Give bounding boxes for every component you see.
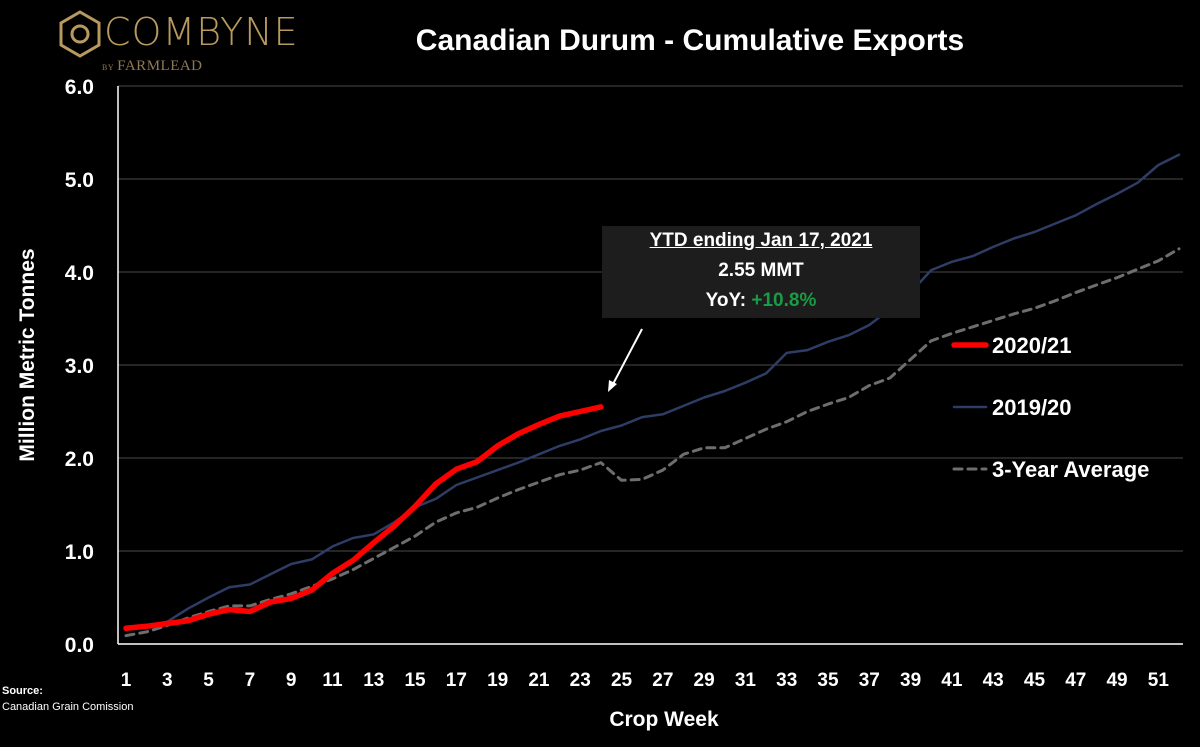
axes (117, 86, 1183, 645)
brand-sub-name: FARMLEAD (117, 58, 203, 74)
y-tick-label: 4.0 (65, 262, 94, 285)
x-tick-label: 41 (941, 670, 963, 691)
y-tick-label: 1.0 (65, 541, 94, 564)
x-tick-label: 21 (528, 670, 550, 691)
x-tick-label: 13 (363, 670, 384, 691)
x-tick-label: 7 (245, 670, 256, 691)
x-tick-label: 1 (121, 670, 132, 691)
chart-title: Canadian Durum - Cumulative Exports (415, 24, 965, 57)
yoy-label: YoY: (705, 290, 747, 311)
x-tick-label: 37 (859, 670, 880, 691)
x-tick-label: 23 (570, 670, 591, 691)
y-tick-label: 2.0 (65, 448, 94, 471)
source-note: Source: Canadian Grain Comission (2, 683, 133, 715)
x-tick-label: 29 (694, 670, 715, 691)
annotation-line1: YTD ending Jan 17, 2021 (649, 230, 873, 251)
yoy-value: +10.8% (751, 290, 817, 311)
series-line-s2021 (123, 404, 604, 631)
x-tick-label: 11 (322, 670, 343, 691)
x-tick-label: 39 (900, 670, 921, 691)
series-line-s2020 (124, 153, 1181, 632)
x-tick-label: 9 (286, 670, 297, 691)
y-tick-label: 3.0 (65, 355, 94, 378)
legend-label-s2020: 2019/20 (992, 395, 1072, 420)
source-text: Canadian Grain Comission (2, 701, 134, 713)
x-tick-label: 35 (817, 670, 839, 691)
legend-label-avg: 3-Year Average (992, 457, 1149, 482)
y-axis-label: Million Metric Tonnes (16, 248, 39, 461)
x-tick-label: 25 (611, 670, 633, 691)
series-lines (123, 153, 1181, 638)
x-axis-label: Crop Week (609, 708, 719, 731)
x-tick-label: 49 (1106, 670, 1127, 691)
x-tick-label: 31 (735, 670, 757, 691)
grid-lines (118, 85, 1183, 552)
hexagon-logo-icon (59, 10, 101, 58)
ytd-annotation-box: YTD ending Jan 17, 2021 2.55 MMT YoY: +1… (602, 226, 920, 318)
y-tick-label: 5.0 (65, 169, 94, 192)
source-label: Source: (2, 685, 43, 697)
x-tick-label: 47 (1065, 670, 1086, 691)
series-line-avg (124, 247, 1181, 638)
legend-label-s2021: 2020/21 (992, 333, 1072, 358)
brand-logo: COMBYNE BY FARMLEAD (58, 8, 298, 78)
x-tick-label: 17 (446, 670, 467, 691)
x-tick-label: 45 (1024, 670, 1046, 691)
x-tick-label: 15 (404, 670, 426, 691)
annotation-yoy: YoY: +10.8% (602, 286, 920, 316)
y-tick-labels: 0.0 1.0 2.0 3.0 4.0 5.0 6.0 (65, 76, 94, 657)
annotation-line2: 2.55 MMT (718, 260, 804, 281)
x-tick-label: 27 (652, 670, 673, 691)
annotation-arrow (608, 328, 643, 392)
brand-sub: BY FARMLEAD (102, 58, 203, 75)
legend: 2020/21 2019/20 3-Year Average (951, 333, 1149, 482)
x-tick-label: 3 (162, 670, 173, 691)
x-tick-label: 51 (1148, 670, 1170, 691)
x-tick-label: 5 (203, 670, 214, 691)
x-tick-label: 43 (983, 670, 1004, 691)
x-tick-label: 33 (776, 670, 797, 691)
x-tick-label: 19 (487, 670, 508, 691)
brand-name: COMBYNE (104, 10, 299, 54)
y-tick-label: 6.0 (65, 76, 94, 99)
brand-by: BY (102, 63, 115, 72)
x-tick-labels: 1 3 5 7 9 11 13 15 17 19 21 23 25 27 29 31 33 35 37 39 41 43 4… (121, 670, 1170, 691)
y-tick-label: 0.0 (65, 634, 94, 657)
